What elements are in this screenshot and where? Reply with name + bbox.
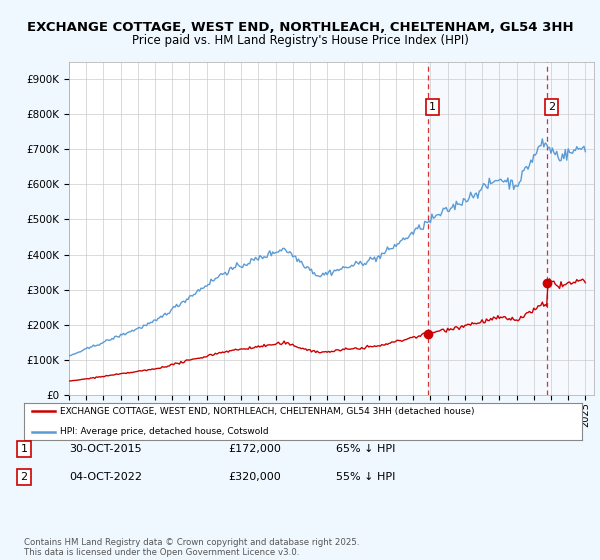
Text: Price paid vs. HM Land Registry's House Price Index (HPI): Price paid vs. HM Land Registry's House … (131, 34, 469, 46)
Text: 1: 1 (429, 102, 436, 112)
Bar (428, 62, 594, 395)
Text: Contains HM Land Registry data © Crown copyright and database right 2025.
This d: Contains HM Land Registry data © Crown c… (24, 538, 359, 557)
Text: 1: 1 (20, 444, 28, 454)
Text: 30-OCT-2015: 30-OCT-2015 (69, 444, 142, 454)
Text: 2: 2 (20, 472, 28, 482)
Text: 2: 2 (548, 102, 556, 112)
Text: EXCHANGE COTTAGE, WEST END, NORTHLEACH, CHELTENHAM, GL54 3HH: EXCHANGE COTTAGE, WEST END, NORTHLEACH, … (26, 21, 574, 34)
Text: EXCHANGE COTTAGE, WEST END, NORTHLEACH, CHELTENHAM, GL54 3HH (detached house): EXCHANGE COTTAGE, WEST END, NORTHLEACH, … (60, 407, 475, 416)
Text: 55% ↓ HPI: 55% ↓ HPI (336, 472, 395, 482)
Text: HPI: Average price, detached house, Cotswold: HPI: Average price, detached house, Cots… (60, 427, 269, 436)
Text: £172,000: £172,000 (228, 444, 281, 454)
Text: 65% ↓ HPI: 65% ↓ HPI (336, 444, 395, 454)
Text: £320,000: £320,000 (228, 472, 281, 482)
Text: 04-OCT-2022: 04-OCT-2022 (69, 472, 142, 482)
